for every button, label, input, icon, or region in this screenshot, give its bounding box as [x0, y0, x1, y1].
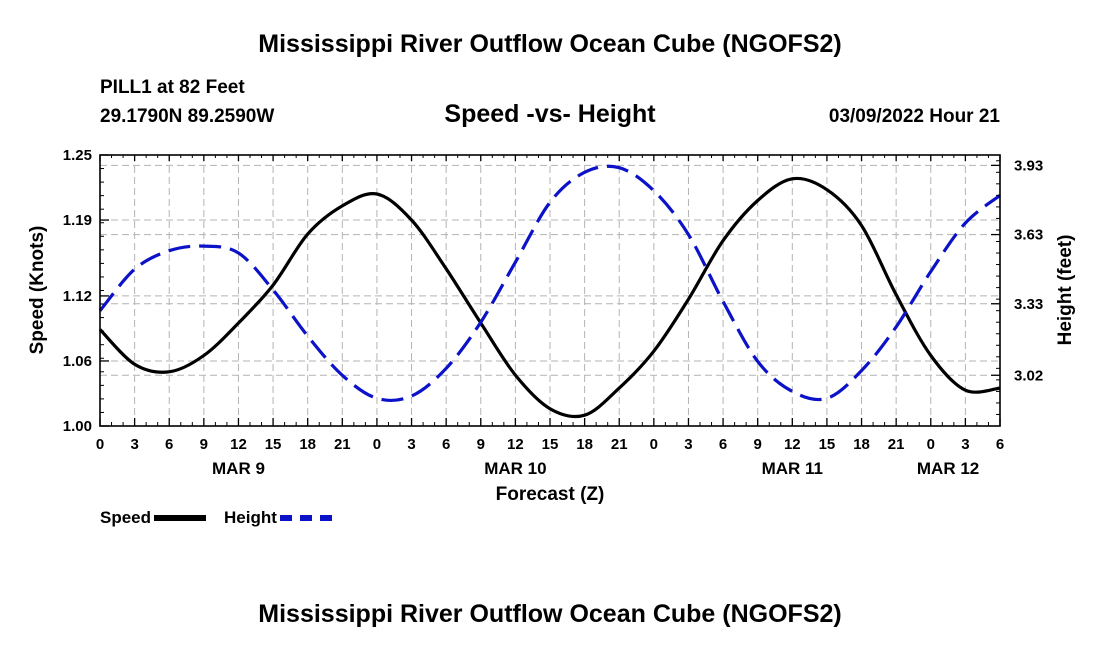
chart-legend: Speed Height: [100, 508, 350, 528]
x-tick-label: 15: [819, 436, 836, 453]
y-tick-label: 1.12: [63, 288, 92, 305]
x-tick-label: 6: [719, 436, 727, 453]
x-tick-label: 6: [996, 436, 1004, 453]
x-tick-label: 12: [507, 436, 524, 453]
x-tick-label: 21: [334, 436, 351, 453]
y-tick-label: 1.19: [63, 212, 92, 229]
x-tick-label: 0: [96, 436, 104, 453]
legend-swatch-height: [279, 515, 332, 521]
x-tick-label: 12: [784, 436, 801, 453]
x-tick-label: 3: [684, 436, 692, 453]
x-tick-label: 9: [200, 436, 208, 453]
x-tick-label: 3: [130, 436, 138, 453]
page-title-bottom: Mississippi River Outflow Ocean Cube (NG…: [258, 600, 842, 628]
x-tick-label: 9: [477, 436, 485, 453]
series-layer: [98, 164, 1001, 419]
x-tick-label: 6: [442, 436, 450, 453]
y-tick-label: 1.25: [63, 147, 92, 164]
x-axis-title: Forecast (Z): [496, 484, 605, 505]
x-tick-label: 18: [853, 436, 870, 453]
x-tick-label: 0: [650, 436, 658, 453]
y2-tick-label: 3.63: [1014, 227, 1043, 244]
legend-item-height: Height: [224, 508, 332, 528]
y-tick-label: 1.06: [63, 353, 92, 370]
x-date-label: MAR 11: [762, 459, 823, 478]
x-date-label: MAR 10: [484, 459, 546, 478]
x-tick-label: 15: [265, 436, 282, 453]
series-line-speed: [98, 176, 1001, 419]
axis-layer: 0 3 6 9 12 15 18 21 0 3 6 9 12 15 18 21 0 3 6 9 12 15 18 21 0 3 6M…: [63, 147, 1043, 478]
x-tick-label: 21: [888, 436, 905, 453]
y-tick-label: 1.00: [63, 418, 92, 435]
chart-title: Speed -vs- Height: [444, 100, 656, 128]
x-tick-label: 3: [407, 436, 415, 453]
y2-tick-label: 3.02: [1014, 367, 1043, 384]
legend-label-speed: Speed: [100, 508, 152, 527]
y2-tick-label: 3.93: [1014, 157, 1043, 174]
x-date-label: MAR 9: [212, 459, 265, 478]
station-label: PILL1 at 82 Feet: [100, 77, 245, 98]
x-tick-label: 12: [230, 436, 247, 453]
y-axis-title: Speed (Knots): [27, 226, 48, 355]
legend-item-speed: Speed: [100, 508, 207, 528]
x-tick-label: 0: [373, 436, 381, 453]
grid-layer: [100, 155, 1000, 426]
x-tick-label: 0: [927, 436, 935, 453]
legend-swatch-speed: [154, 515, 207, 521]
legend-label-height: Height: [224, 508, 277, 527]
x-tick-label: 21: [611, 436, 628, 453]
station-coordinates: 29.1790N 89.2590W: [100, 106, 275, 127]
y2-axis-title: Height (feet): [1055, 235, 1076, 346]
x-tick-label: 3: [961, 436, 969, 453]
x-tick-label: 18: [576, 436, 593, 453]
x-date-label: MAR 12: [917, 459, 979, 478]
x-tick-label: 6: [165, 436, 173, 453]
speed-height-chart: 0 3 6 9 12 15 18 21 0 3 6 9 12 15 18 21 0 3 6 9 12 15 18 21 0 3 6M…: [27, 147, 1076, 505]
forecast-run-time: 03/09/2022 Hour 21: [828, 106, 1000, 127]
x-tick-label: 15: [542, 436, 559, 453]
y2-tick-label: 3.33: [1014, 296, 1043, 313]
x-tick-label: 9: [754, 436, 762, 453]
page-title-top: Mississippi River Outflow Ocean Cube (NG…: [258, 30, 842, 58]
x-tick-label: 18: [299, 436, 316, 453]
